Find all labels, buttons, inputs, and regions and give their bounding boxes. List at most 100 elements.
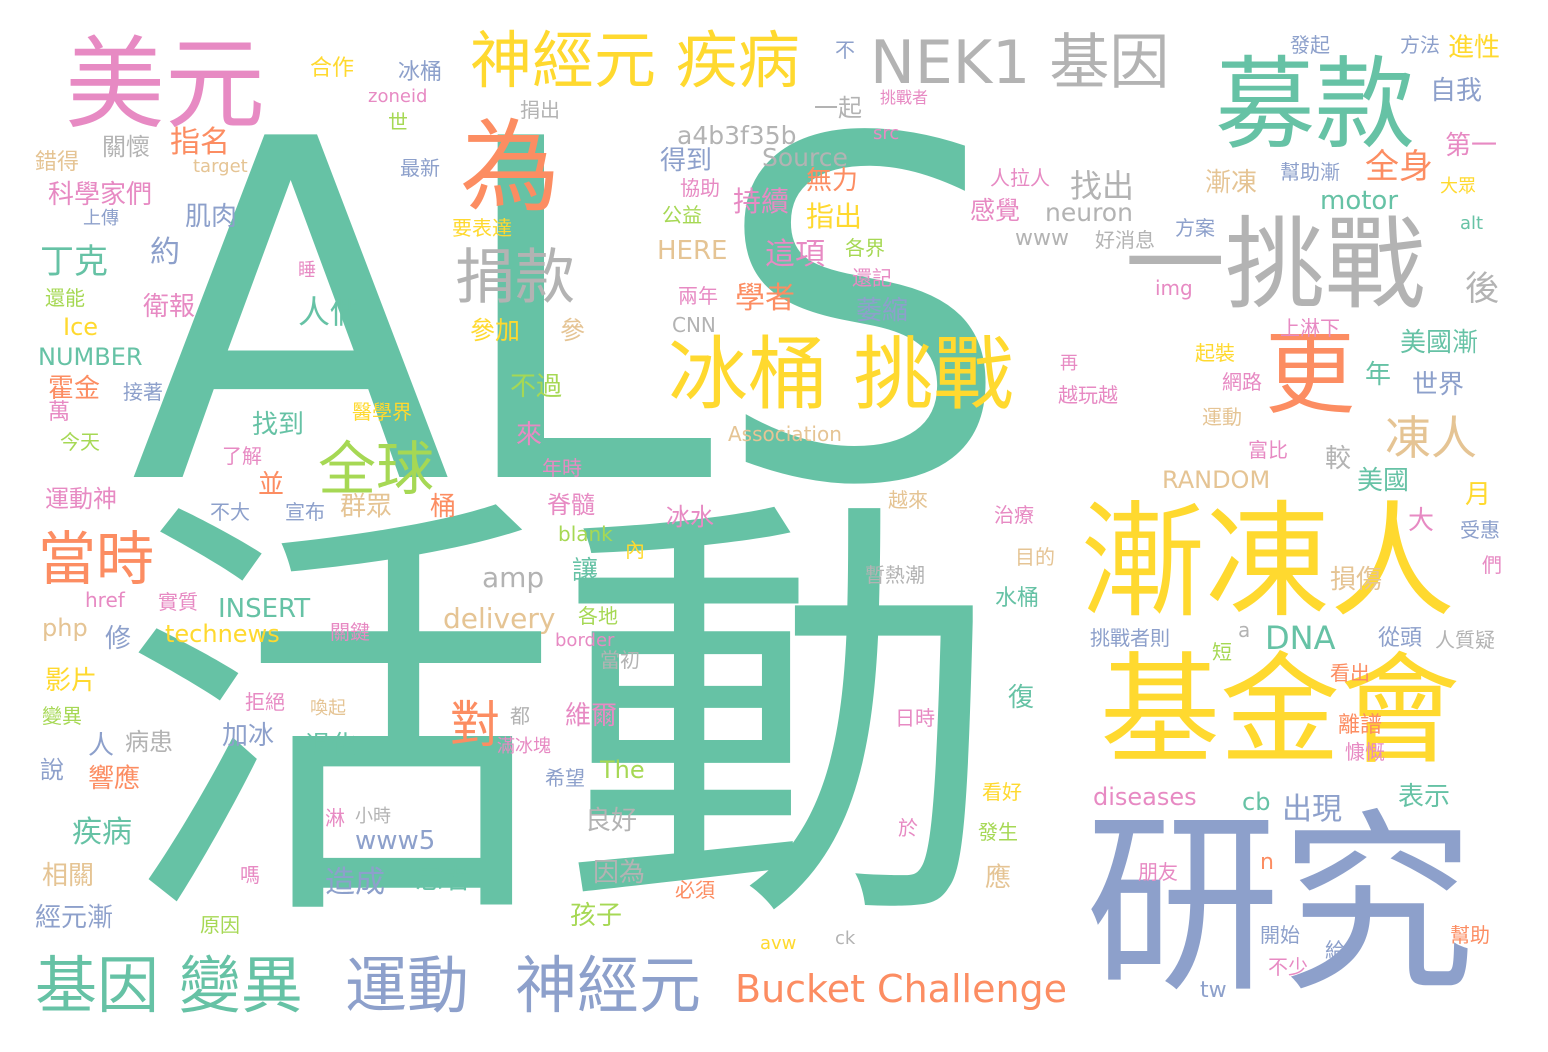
cloud-word: 美國漸 [1400,328,1479,358]
cloud-word: 挑戰者則 [1090,626,1170,650]
cloud-word: 不 [835,38,855,62]
cloud-word: 慷慨 [1345,740,1385,764]
cloud-word: CNN [672,313,716,337]
cloud-word: 指出 [806,200,863,233]
cloud-word: zoneid [368,86,428,107]
cloud-word: 變異 [42,704,82,728]
cloud-word: 維爾 [565,701,618,731]
cloud-word: 桶 [430,492,457,522]
cloud-word: a4b3f35b [677,121,797,150]
cloud-word: 患者 [415,862,472,895]
cloud-word: 當初 [600,648,640,672]
cloud-word: 醫學界 [352,400,412,424]
cloud-word: 幫助漸 [1280,160,1340,184]
cloud-word: 發起 [1290,33,1330,57]
cloud-word: 漸凍人 [1080,490,1455,635]
cloud-word: tw [1200,978,1227,1003]
cloud-word: 相關 [42,861,95,891]
cloud-word: NEK1 基因 [870,28,1170,98]
cloud-word: 運動 [345,949,470,1022]
cloud-word: Bucket Challenge [735,967,1068,1011]
cloud-word: 丁克 [40,242,108,282]
cloud-word: 錯得 [35,150,80,175]
cloud-word: 目的 [1015,545,1055,569]
cloud-word: n [1260,850,1274,875]
cloud-word: 進性 [1448,33,1501,63]
cloud-word: Association [728,422,842,446]
cloud-word: 感覺 [970,196,1021,225]
cloud-word: 退化 [305,731,358,761]
cloud-word: 第一 [1445,131,1498,161]
cloud-word: Ice [63,313,99,341]
cloud-word: 受惠 [1460,518,1500,542]
cloud-word: 基金會 [1100,642,1460,781]
cloud-word: The [600,756,645,784]
cloud-word: 群眾 [340,492,393,522]
cloud-word: 實質 [158,590,198,614]
cloud-word: 大眾 [1440,176,1476,197]
cloud-word: 萬 [48,400,71,425]
cloud-word: 經元漸 [35,903,114,933]
cloud-word: 喚起 [310,698,346,719]
cloud-word: 參加 [470,316,521,345]
cloud-word: 科學家們 [48,180,153,210]
cloud-word: 神經元 [515,949,702,1022]
cloud-word: 發生 [978,820,1018,844]
cloud-word: a [1238,618,1251,642]
cloud-word: 好消息 [1095,228,1155,252]
cloud-word: 兩年 [678,284,718,308]
cloud-word: 冰桶 挑戰 [668,328,1014,421]
cloud-word: 不大 [210,500,250,524]
cloud-word: 來 [516,420,543,450]
cloud-word: 網路 [1222,370,1262,394]
cloud-word: ALS [130,41,1012,588]
cloud-word: 嗎 [240,863,260,887]
cloud-word: 無力 [806,166,859,196]
cloud-word: 後 [1465,269,1499,309]
cloud-word: 看出 [1330,661,1370,685]
cloud-word: 原因 [200,913,240,937]
cloud-word: 睡 [298,260,316,281]
cloud-word: 肌肉 [185,202,238,232]
cloud-word: 病患 [125,728,173,756]
cloud-word: img [1155,276,1193,300]
cloud-word: 表示 [1398,782,1451,812]
cloud-word: 出現 [1282,792,1342,827]
cloud-word: 較 [1325,444,1352,474]
cloud-word: 再 [1060,353,1078,374]
cloud-word: 損傷 [1330,565,1383,595]
cloud-word: 美國 [1357,466,1410,496]
cloud-word: 離譜 [1338,713,1383,738]
cloud-word: 一挑戰 [1125,206,1425,323]
cloud-word: 約 [150,235,180,270]
cloud-word: RANDOM [1162,466,1271,494]
cloud-word: 捐出 [520,98,560,122]
cloud-word: 還記 [852,266,892,290]
cloud-word: 年 [1365,360,1392,390]
cloud-word: 冰桶 [398,60,443,85]
cloud-word: 合作 [310,56,355,81]
cloud-word: 人們 [298,293,363,331]
cloud-word: 越玩越 [1058,383,1118,407]
cloud-word: 神經元 疾病 [470,24,800,97]
cloud-word: 小時 [355,806,391,827]
cloud-word: 治療 [994,503,1034,527]
cloud-word: 學者 [735,281,795,316]
cloud-word: 方案 [1175,216,1215,240]
cloud-word: 加冰 [222,721,275,751]
cloud-word: src [873,123,900,144]
cloud-word: 美元 [65,26,265,143]
cloud-word: 基因 變異 [35,949,303,1022]
cloud-word: 短 [1212,640,1232,664]
cloud-word: HERE [657,236,728,266]
cloud-word: 各界 [845,236,885,260]
cloud-word: 日時 [895,706,935,730]
cloud-word: 霍金 [48,374,101,404]
cloud-word: 方法 [1400,33,1440,57]
cloud-word: 上傳 [83,208,119,229]
cloud-word: 今天 [60,430,100,454]
cloud-word: 良好 [585,806,638,836]
cloud-word: 自我 [1430,76,1483,106]
cloud-word: target [193,156,248,177]
cloud-word: avw [760,933,797,954]
